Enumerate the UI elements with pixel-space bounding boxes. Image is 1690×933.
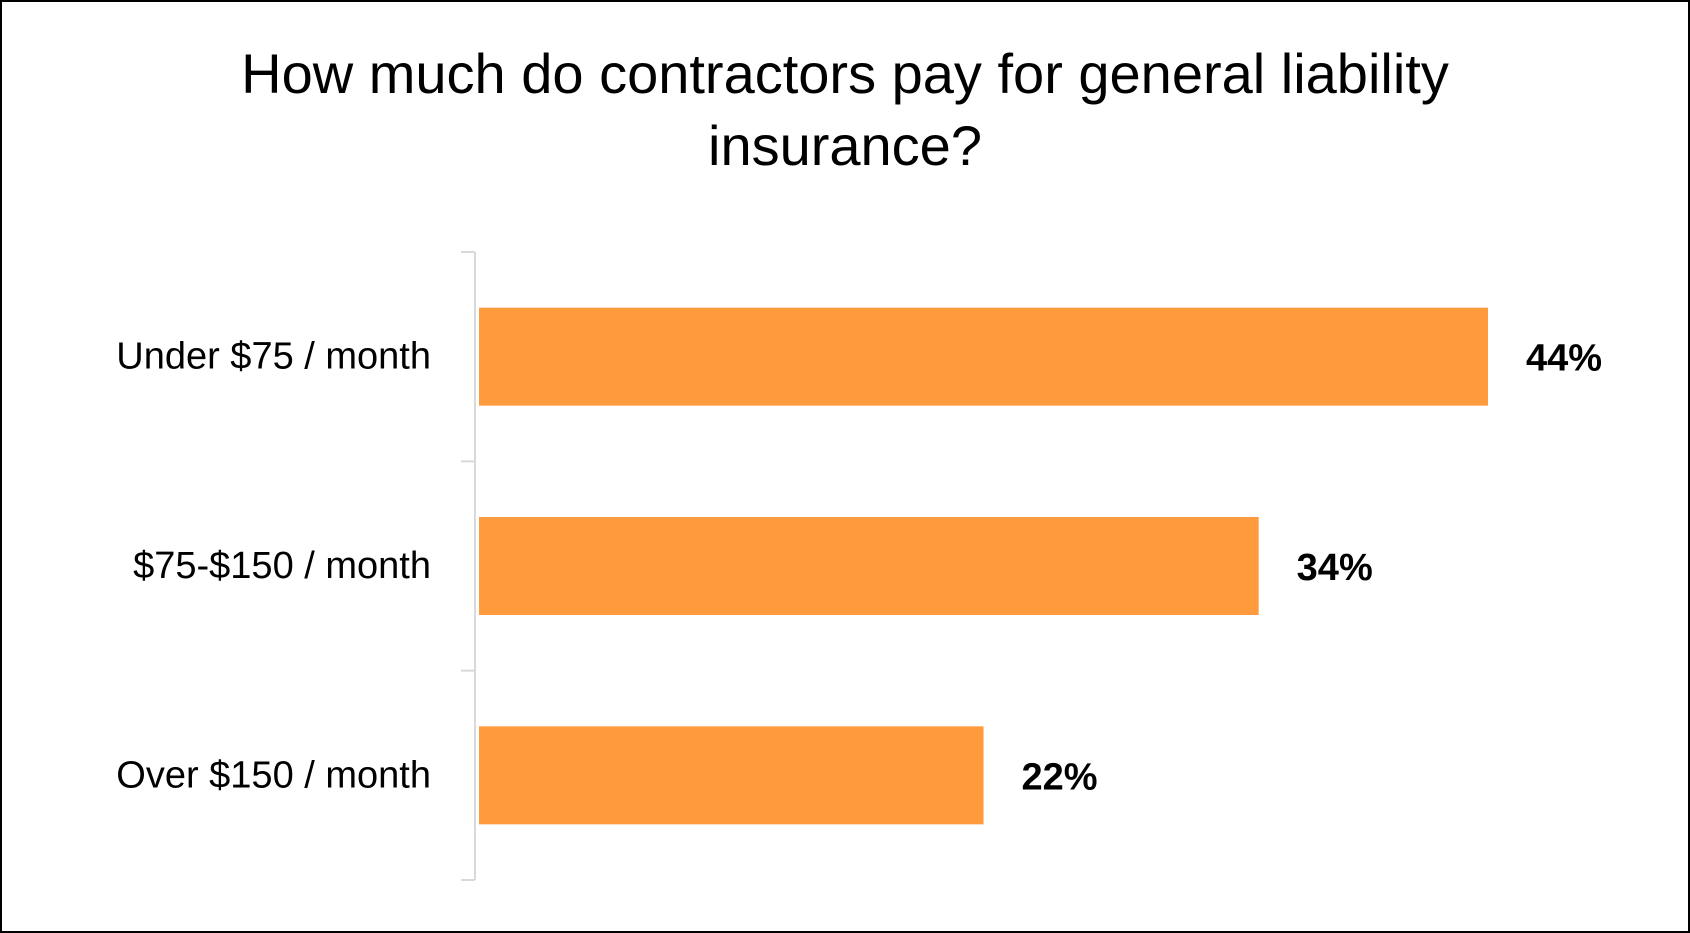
bar xyxy=(479,307,1488,406)
category-label: Under $75 / month xyxy=(116,336,431,378)
data-label: 34% xyxy=(1297,547,1373,589)
chart-title-line-2: insurance? xyxy=(708,114,982,177)
data-label: 44% xyxy=(1526,338,1602,380)
data-label: 22% xyxy=(1022,756,1098,798)
category-label: $75-$150 / month xyxy=(133,545,431,587)
chart-title: How much do contractors pay for general … xyxy=(0,38,1690,182)
bar xyxy=(479,517,1259,615)
category-label: Over $150 / month xyxy=(116,754,431,796)
chart-title-line-1: How much do contractors pay for general … xyxy=(241,42,1449,105)
bar xyxy=(479,726,984,825)
